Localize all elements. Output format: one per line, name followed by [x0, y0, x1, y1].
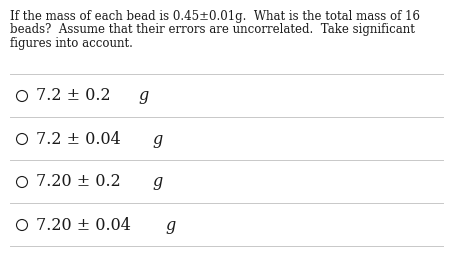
Text: 7.20 ± 0.2: 7.20 ± 0.2 — [36, 174, 126, 190]
Text: figures into account.: figures into account. — [10, 37, 133, 50]
Text: g: g — [152, 174, 162, 190]
Text: beads?  Assume that their errors are uncorrelated.  Take significant: beads? Assume that their errors are unco… — [10, 23, 415, 37]
Text: g: g — [165, 217, 175, 234]
Text: 7.2 ± 0.04: 7.2 ± 0.04 — [36, 131, 126, 147]
Text: 7.20 ± 0.04: 7.20 ± 0.04 — [36, 217, 136, 234]
Text: g: g — [139, 88, 149, 104]
Text: g: g — [152, 131, 162, 147]
Text: If the mass of each bead is 0.45±0.01g.  What is the total mass of 16: If the mass of each bead is 0.45±0.01g. … — [10, 10, 420, 23]
Text: 7.2 ± 0.2: 7.2 ± 0.2 — [36, 88, 116, 104]
